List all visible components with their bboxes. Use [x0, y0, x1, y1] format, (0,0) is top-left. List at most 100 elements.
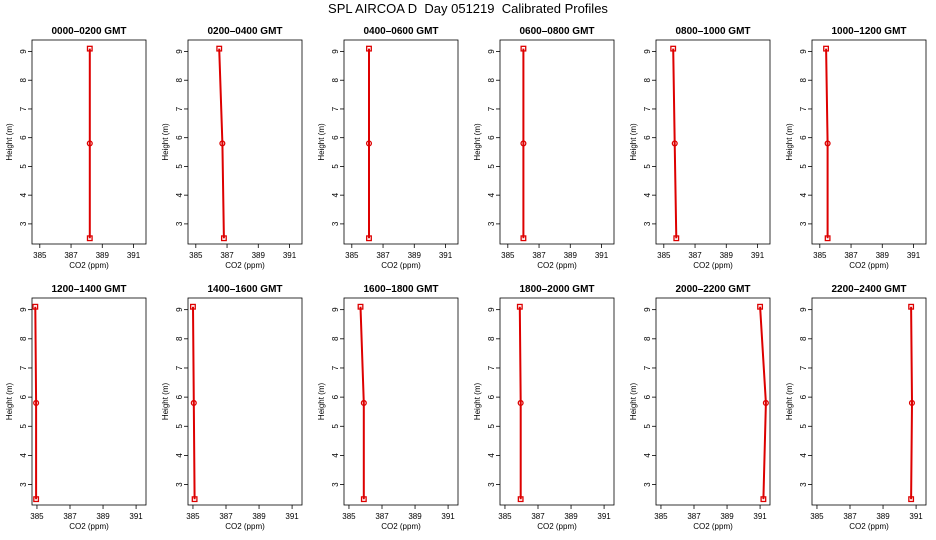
x-axis-label: CO2 (ppm) [225, 522, 265, 531]
x-tick-label: 391 [597, 512, 611, 521]
y-tick-label: 8 [487, 77, 496, 82]
y-tick-label: 3 [799, 221, 808, 226]
y-axis-label: Height (m) [473, 382, 482, 420]
data-point [86, 140, 93, 147]
y-tick-label: 8 [175, 336, 184, 341]
plot-frame [31, 297, 147, 506]
y-tick-label: 9 [643, 307, 652, 312]
y-tick-label: 7 [643, 106, 652, 111]
x-axis-label: CO2 (ppm) [225, 261, 265, 270]
plot-frame [499, 39, 615, 245]
plot-frame [811, 39, 927, 245]
data-point [86, 235, 93, 242]
panel-title: 0400–0600 GMT [363, 26, 438, 37]
y-tick-label: 3 [175, 482, 184, 487]
plot-frame [811, 297, 927, 506]
x-axis-label: CO2 (ppm) [693, 522, 733, 531]
panel-title: 0600–0800 GMT [519, 26, 594, 37]
y-tick-label: 9 [487, 49, 496, 54]
x-tick-label: 387 [688, 251, 702, 260]
y-tick-label: 3 [19, 482, 28, 487]
x-tick-label: 387 [376, 251, 390, 260]
x-tick-label: 389 [720, 512, 734, 521]
x-tick-label: 387 [687, 512, 701, 521]
profile-line [34, 306, 38, 500]
panel-title: 1400–1600 GMT [207, 284, 282, 295]
x-tick-label: 387 [532, 251, 546, 260]
x-tick-label: 391 [751, 251, 765, 260]
panel-title: 0200–0400 GMT [207, 26, 282, 37]
plot-frame [655, 297, 771, 506]
x-axis-label: CO2 (ppm) [849, 261, 889, 270]
x-tick-label: 389 [96, 251, 110, 260]
data-point [671, 140, 678, 147]
y-tick-label: 5 [643, 164, 652, 169]
x-tick-label: 385 [813, 251, 827, 260]
y-axis-label: Height (m) [161, 382, 170, 420]
y-axis-label: Height (m) [5, 123, 14, 161]
data-point [908, 496, 915, 503]
plot-frame [343, 297, 459, 506]
y-tick-label: 6 [799, 135, 808, 140]
x-tick-label: 385 [30, 512, 44, 521]
x-tick-label: 385 [33, 251, 47, 260]
data-point [517, 399, 524, 407]
x-tick-label: 391 [441, 512, 455, 521]
y-tick-label: 9 [19, 49, 28, 54]
y-tick-label: 3 [19, 221, 28, 226]
data-point [520, 45, 527, 52]
x-tick-label: 385 [654, 512, 668, 521]
y-tick-label: 6 [175, 394, 184, 399]
data-point [670, 45, 677, 52]
y-tick-label: 6 [19, 135, 28, 140]
panel-title: 1200–1400 GMT [51, 284, 126, 295]
x-tick-label: 391 [283, 251, 297, 260]
data-point [357, 303, 364, 310]
data-point [908, 399, 916, 407]
x-axis-label: CO2 (ppm) [537, 522, 577, 531]
y-axis-label: Height (m) [473, 123, 482, 161]
y-tick-label: 3 [487, 221, 496, 226]
y-tick-label: 4 [175, 453, 184, 458]
y-tick-label: 5 [643, 424, 652, 429]
x-tick-label: 387 [843, 512, 857, 521]
x-tick-label: 385 [342, 512, 356, 521]
profile-line [672, 48, 678, 239]
y-tick-label: 6 [175, 135, 184, 140]
y-tick-label: 8 [331, 336, 340, 341]
y-tick-label: 4 [19, 192, 28, 197]
x-tick-label: 387 [219, 512, 233, 521]
x-tick-label: 385 [498, 512, 512, 521]
data-point [673, 235, 680, 242]
y-tick-label: 3 [799, 482, 808, 487]
data-point [216, 45, 223, 52]
y-axis-label: Height (m) [629, 123, 638, 161]
y-tick-label: 8 [331, 77, 340, 82]
y-tick-label: 4 [643, 453, 652, 458]
data-point [762, 399, 769, 407]
plot-frame [343, 39, 459, 245]
x-tick-label: 387 [220, 251, 234, 260]
y-tick-label: 3 [331, 482, 340, 487]
y-tick-label: 8 [799, 77, 808, 82]
y-tick-label: 9 [799, 49, 808, 54]
y-tick-label: 4 [19, 453, 28, 458]
data-point [366, 235, 372, 242]
panel-title: 1000–1200 GMT [831, 26, 906, 37]
y-tick-label: 4 [643, 192, 652, 197]
y-axis-label: Height (m) [785, 123, 794, 161]
x-tick-label: 387 [63, 512, 77, 521]
y-tick-label: 5 [487, 164, 496, 169]
y-tick-label: 3 [643, 221, 652, 226]
x-tick-label: 389 [408, 512, 422, 521]
y-tick-label: 5 [175, 424, 184, 429]
y-tick-label: 8 [799, 336, 808, 341]
data-point [823, 45, 830, 52]
x-tick-label: 385 [189, 251, 203, 260]
x-tick-label: 385 [657, 251, 671, 260]
y-tick-label: 9 [799, 307, 808, 312]
x-tick-label: 389 [564, 512, 578, 521]
profile-line [825, 48, 829, 239]
y-tick-label: 7 [643, 365, 652, 370]
y-tick-label: 6 [331, 135, 340, 140]
